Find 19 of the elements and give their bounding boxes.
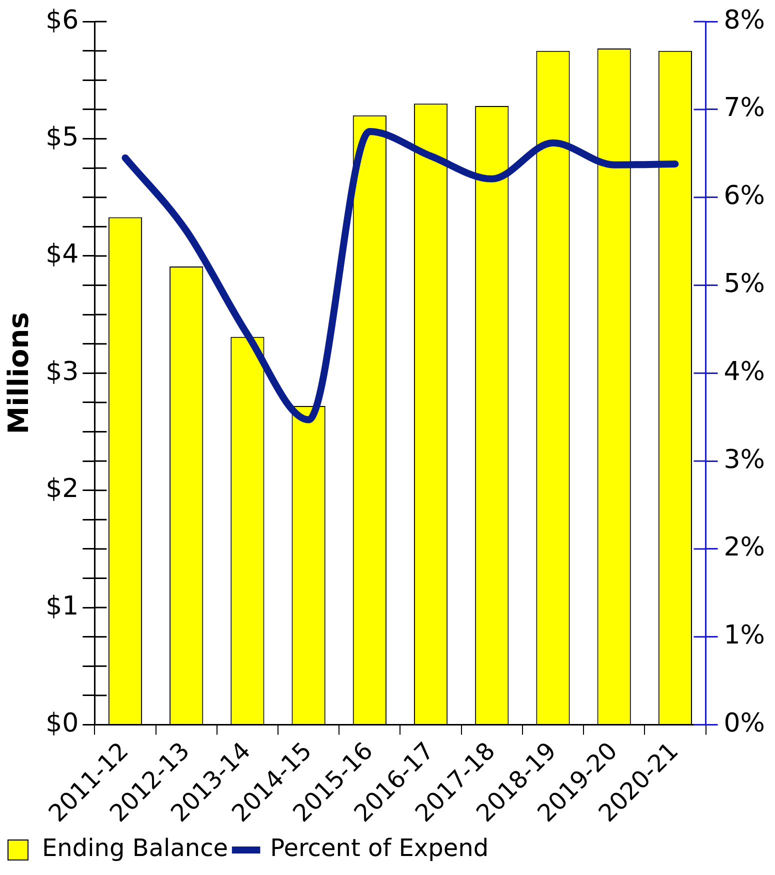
- y2-tick-label: 3%: [724, 444, 766, 475]
- y2-tick-label: 7%: [724, 93, 766, 124]
- y2-tick-label: 0%: [724, 708, 766, 738]
- legend-label: Ending Balance: [42, 834, 228, 862]
- y-tick-label: $4: [46, 240, 79, 270]
- y-tick-label: $5: [46, 122, 79, 153]
- y-tick-label: $1: [46, 591, 79, 622]
- y2-tick-label: 2%: [724, 532, 766, 563]
- y-tick-label: $3: [46, 356, 79, 387]
- y-tick-label: $6: [46, 5, 79, 36]
- y2-tick-label: 1%: [724, 620, 766, 651]
- y-tick-label: $2: [46, 474, 79, 504]
- y2-tick-label: 5%: [724, 269, 766, 300]
- legend-label: Percent of Expend: [270, 834, 489, 862]
- y2-tick-label: 8%: [724, 5, 766, 36]
- y-tick-label: $0: [46, 708, 79, 738]
- y2-tick-label: 4%: [724, 356, 766, 387]
- y2-tick-label: 6%: [724, 181, 766, 212]
- y-axis-title: Millions: [2, 312, 36, 434]
